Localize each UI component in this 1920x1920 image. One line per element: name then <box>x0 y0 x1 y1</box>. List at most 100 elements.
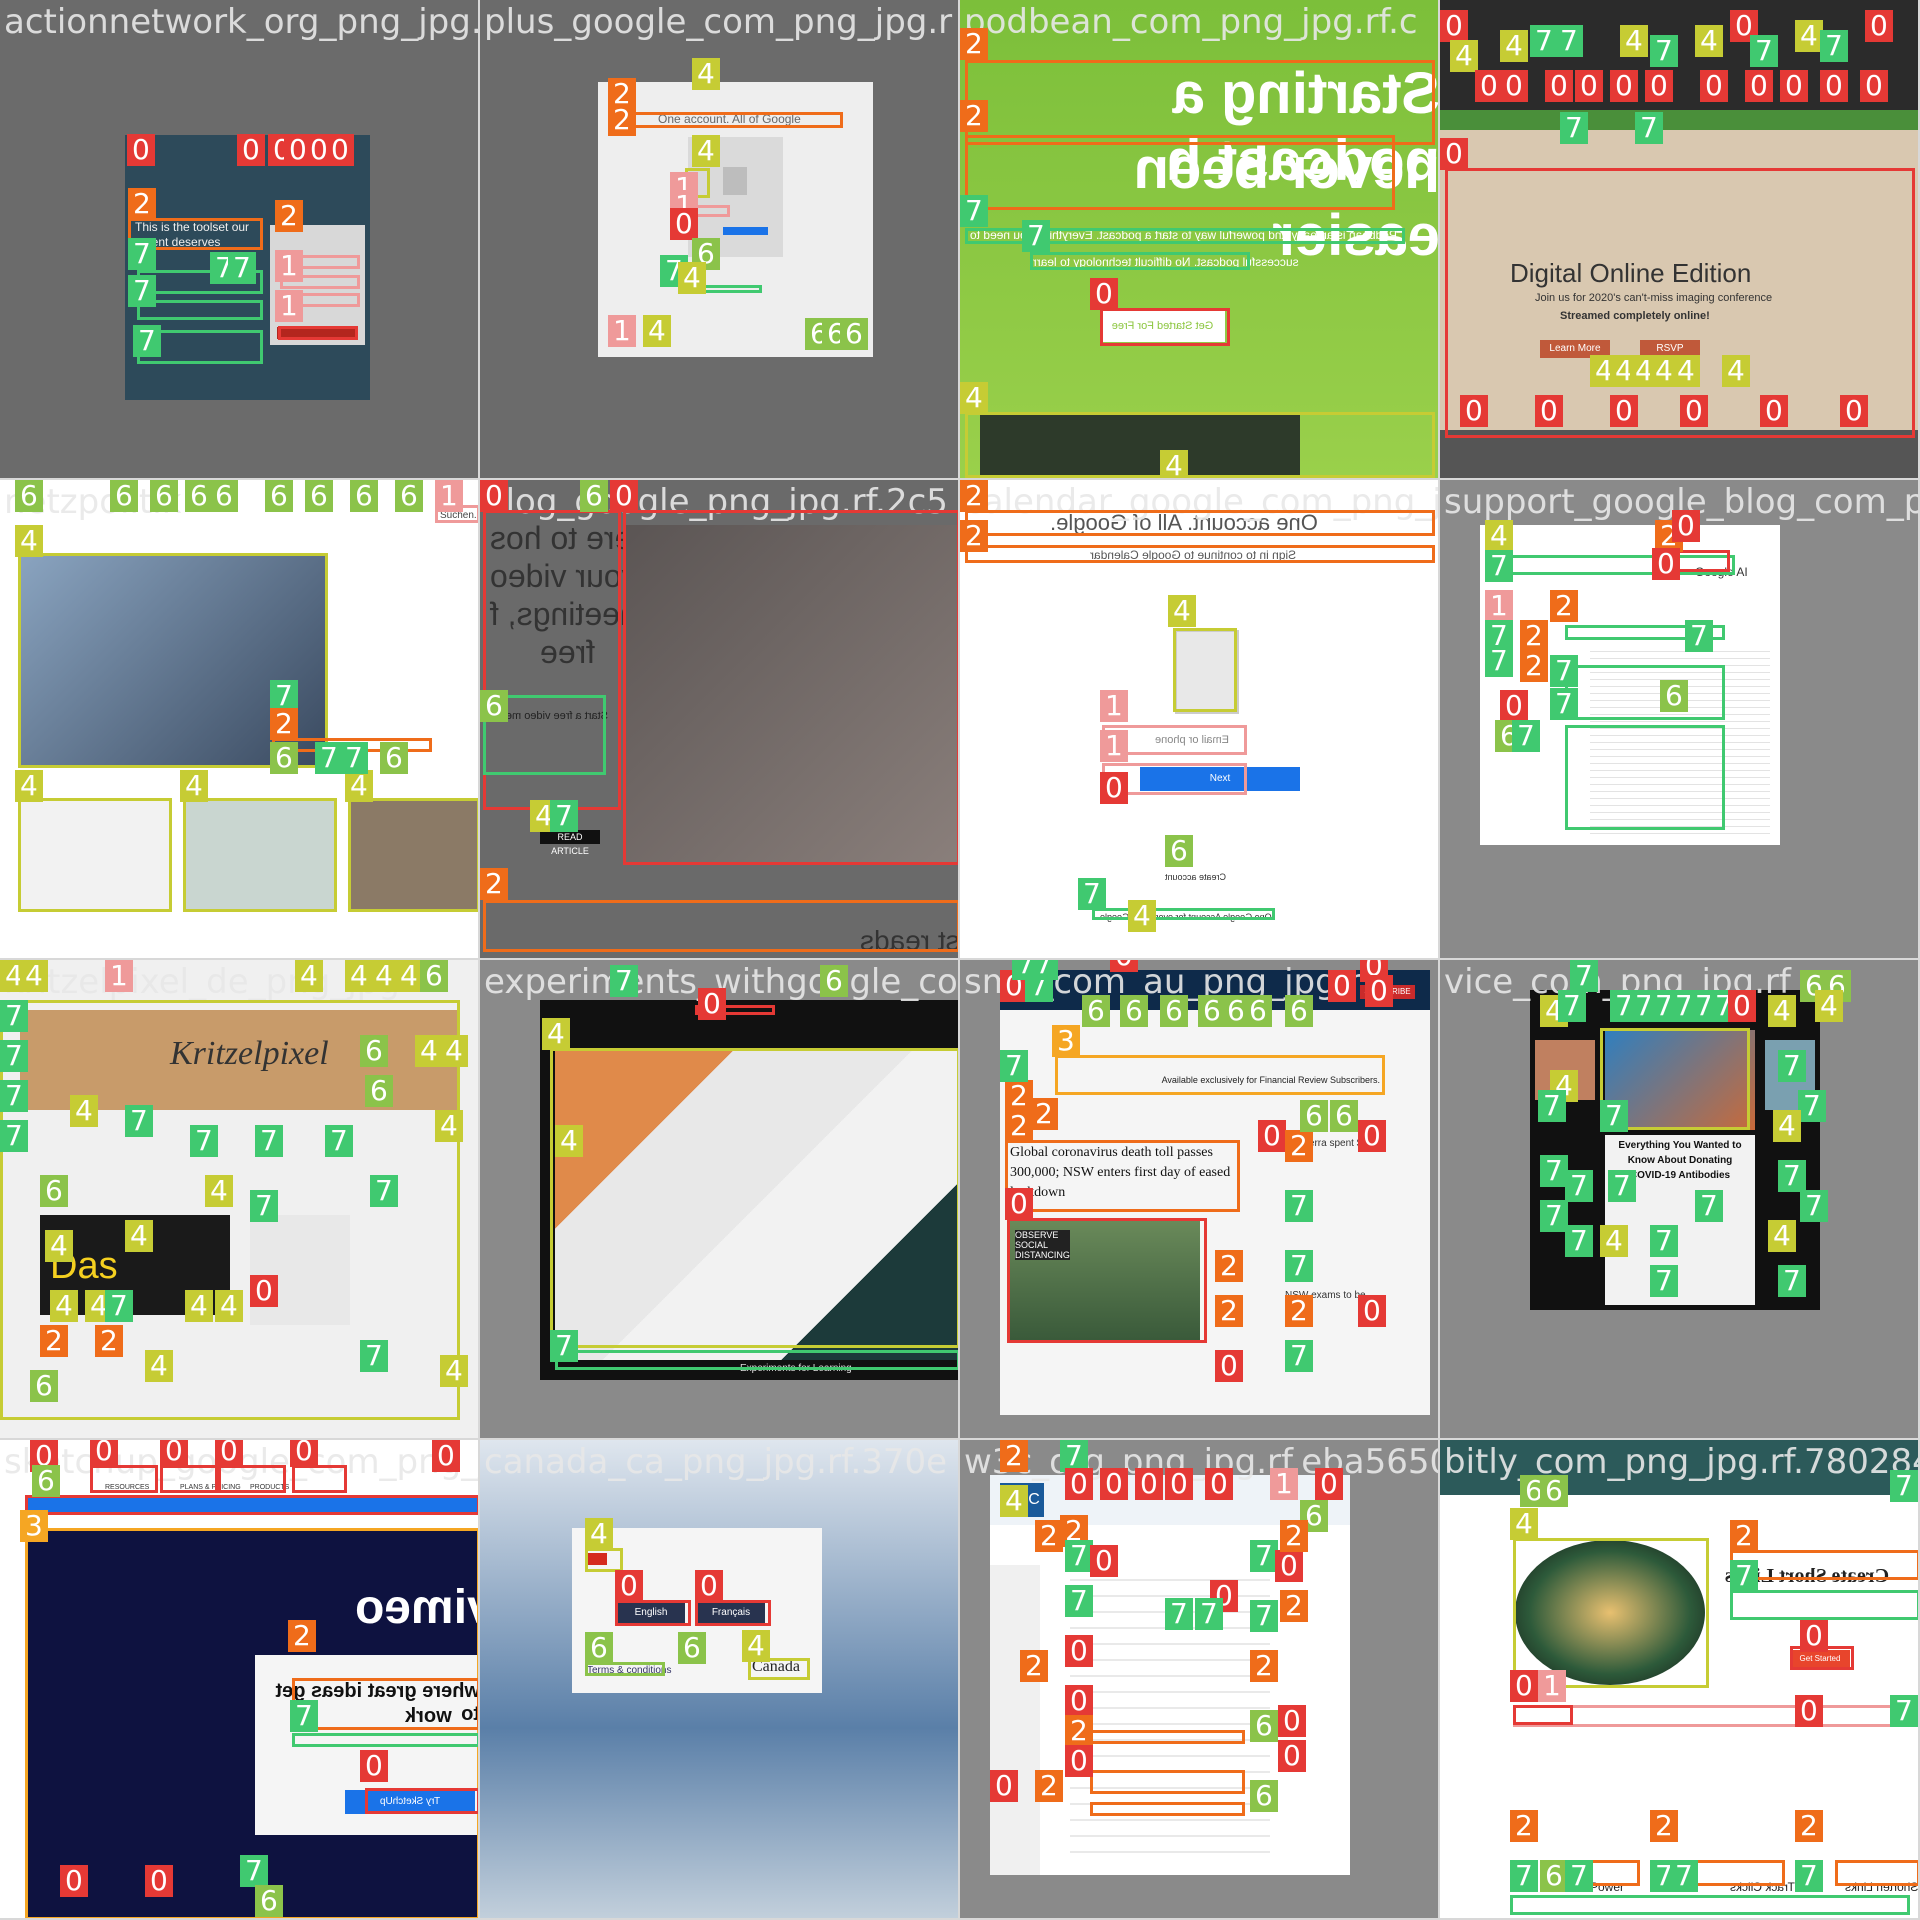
create-account-link[interactable]: Create account <box>1165 872 1227 882</box>
class-label: 6 <box>1285 995 1313 1027</box>
class-label: 0 <box>1278 1705 1306 1737</box>
feature-headline-3: COVID-19 Antibodies <box>1629 1170 1731 1181</box>
class-label: 6 <box>1660 680 1688 712</box>
rsvp-button[interactable]: RSVP <box>1640 340 1700 358</box>
subscriber-banner: Available exclusively for Financial Revi… <box>1161 1075 1380 1085</box>
class-label: 0 <box>1820 70 1848 102</box>
class-label: 4 <box>15 770 43 802</box>
class-label: 7 <box>1890 1470 1918 1502</box>
thumbnail-phone[interactable] <box>185 800 335 910</box>
class-label: 0 <box>1800 1620 1828 1652</box>
event-subtitle: Join us for 2020's can't-miss imaging co… <box>1535 292 1773 304</box>
class-label: 2 <box>960 100 988 132</box>
next-button[interactable]: Next <box>1140 767 1300 791</box>
class-label: 4 <box>45 1230 73 1262</box>
bbox <box>965 545 1435 563</box>
learn-more-button[interactable]: Learn More <box>1540 340 1610 358</box>
class-label: 0 <box>215 1440 243 1467</box>
class-label: 2 <box>1795 1810 1823 1842</box>
class-label: 1 <box>1270 1468 1298 1500</box>
class-label: 7 <box>1778 1050 1806 1082</box>
class-label: 6 <box>1330 1100 1358 1132</box>
nav-bar[interactable] <box>1440 110 1918 130</box>
nav-plans[interactable]: PLANS & PRICING <box>180 1484 241 1491</box>
class-label: 4 <box>1128 900 1156 932</box>
experiments-grid[interactable] <box>555 1050 958 1360</box>
class-label: 7 <box>1065 1540 1093 1572</box>
class-label: 0 <box>1680 395 1708 427</box>
headline-line2[interactable]: 300,000; NSW enters first day of eased <box>1010 1165 1231 1180</box>
class-label: 7 <box>1250 1540 1278 1572</box>
lead-photo[interactable]: OBSERVE SOCIAL DISTANCING <box>1010 1220 1200 1340</box>
article-body <box>1590 645 1770 835</box>
class-label: 7 <box>325 1125 353 1157</box>
signup-form[interactable] <box>270 225 365 345</box>
class-label: 0 <box>1440 138 1468 170</box>
headline-line1[interactable]: Global coronavirus death toll passes <box>1010 1145 1213 1160</box>
class-label: 7 <box>1530 25 1558 57</box>
thumbnail-bench[interactable] <box>350 800 478 910</box>
nav-resources[interactable]: RESOURCES <box>105 1484 150 1491</box>
bbox <box>25 1495 478 1515</box>
class-label: 0 <box>1645 70 1673 102</box>
promo-bar[interactable] <box>25 1495 478 1513</box>
class-label: 4 <box>1168 595 1196 627</box>
class-label: 0 <box>326 134 354 166</box>
canada-wordmark: Canada <box>752 1658 800 1675</box>
class-label: 2 <box>1020 1650 1048 1682</box>
bbox <box>1055 1055 1385 1095</box>
class-label: 1 <box>1100 730 1128 762</box>
class-label: 4 <box>70 1095 98 1127</box>
bbox <box>365 1788 478 1814</box>
class-label: 7 <box>270 680 298 712</box>
side-headline-2[interactable]: NSW exams to be <box>1285 1290 1366 1301</box>
class-label: 7 <box>1565 1225 1593 1257</box>
tile-filename: w3c_org_png_jpg.rf.eba5650 <box>964 1442 1440 1482</box>
feature-image[interactable] <box>1605 1030 1755 1130</box>
class-label: 7 <box>1670 1860 1698 1892</box>
bbox <box>1600 1028 1750 1130</box>
class-label: 7 <box>1795 1860 1823 1892</box>
bbox <box>585 1662 665 1676</box>
class-label: 7 <box>1650 1225 1678 1257</box>
nav-products[interactable]: PRODUCTS <box>250 1484 290 1491</box>
class-label: 6 <box>1250 1780 1278 1812</box>
read-article-button[interactable]: READ ARTICLE <box>540 830 600 856</box>
class-label: 0 <box>1545 70 1573 102</box>
english-button[interactable]: English <box>617 1603 685 1623</box>
class-label: 0 <box>1135 1468 1163 1500</box>
submit-button[interactable] <box>277 327 357 339</box>
bbox <box>608 112 843 128</box>
bbox <box>965 228 1405 244</box>
bbox <box>1835 1860 1918 1886</box>
tile-filename: bitly_com_png_jpg.rf.780284 <box>1444 1442 1920 1482</box>
bbox <box>965 510 1435 536</box>
class-label: 7 <box>1485 550 1513 582</box>
class-label: 2 <box>1005 1080 1033 1112</box>
search-input[interactable]: Suchen... <box>440 510 480 521</box>
class-label: 7 <box>1030 960 1058 980</box>
class-label: 0 <box>1610 395 1638 427</box>
class-label: 7 <box>1560 112 1588 144</box>
class-label: 0 <box>1860 70 1888 102</box>
thumbnail-statue[interactable] <box>20 800 170 910</box>
class-label: 2 <box>608 104 636 136</box>
next-button[interactable] <box>723 227 768 235</box>
class-label: 2 <box>1280 1590 1308 1622</box>
class-label: 2 <box>128 188 156 220</box>
class-label: 0 <box>1278 1740 1306 1772</box>
class-label: 0 <box>1100 1468 1128 1500</box>
class-label: 6 <box>360 1035 388 1067</box>
video-grid-image <box>625 525 958 865</box>
side-headline-1[interactable]: Canberra spent $10 <box>1285 1138 1374 1149</box>
feature-card[interactable]: Everything You Wanted to Know About Dona… <box>1605 1135 1755 1305</box>
class-label: 7 <box>550 800 578 832</box>
francais-button[interactable]: Français <box>697 1603 765 1623</box>
class-label: 2 <box>270 708 298 740</box>
get-started-button[interactable]: Get Started <box>1790 1650 1850 1668</box>
class-label: 0 <box>1672 510 1700 542</box>
terms-link[interactable]: Terms & conditions <box>587 1665 672 1676</box>
class-label: 7 <box>1630 990 1658 1022</box>
class-label: 0 <box>290 1440 318 1467</box>
class-label: 0 <box>1440 10 1468 42</box>
